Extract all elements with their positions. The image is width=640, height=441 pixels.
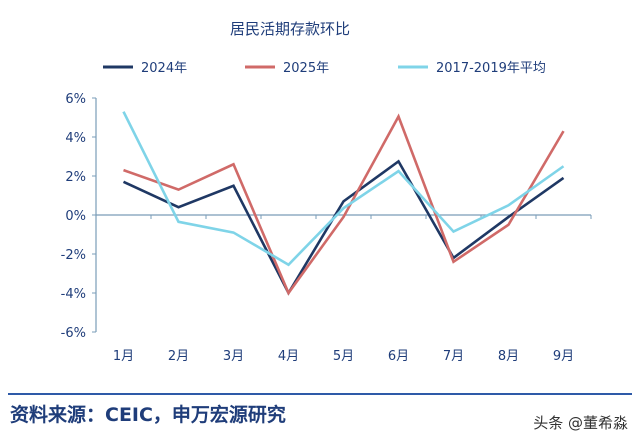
watermark: 头条 @董希淼 (533, 414, 628, 432)
x-tick-label: 1月 (113, 349, 134, 364)
divider (8, 393, 632, 395)
series-line-2017-2019年平均 (122, 111, 565, 267)
y-tick-label: 2% (65, 170, 86, 185)
line-chart: 居民活期存款环比 2024年 2025年 2017-2019年平均 6% 4% 2% 0%… (61, 20, 592, 364)
legend-label: 2024年 (141, 61, 187, 76)
series-line-2024年 (122, 159, 565, 296)
x-tick-label: 6月 (388, 349, 409, 364)
x-tick-label: 7月 (443, 349, 464, 364)
x-tick-label: 5月 (333, 349, 354, 364)
y-tick-label: -6% (61, 326, 86, 341)
y-tick-label: 4% (65, 131, 86, 146)
source-note: 资料来源：CEIC，申万宏源研究 (10, 404, 286, 426)
x-tick-label: 4月 (278, 349, 299, 364)
series-lines (122, 111, 565, 296)
x-tick-label: 9月 (553, 349, 574, 364)
axes: 6% 4% 2% 0% -2% -4% -6% 1月 2月 3月 4月 5月 6月 7月 8月 9月 (61, 92, 592, 364)
x-tick-label: 3月 (223, 349, 244, 364)
x-tick-label: 2月 (168, 349, 189, 364)
y-tick-label: -4% (61, 287, 86, 302)
x-tick-label: 8月 (498, 349, 519, 364)
y-tick-label: 6% (65, 92, 86, 107)
legend: 2024年 2025年 2017-2019年平均 (103, 61, 546, 76)
y-tick-label: -2% (61, 248, 86, 263)
series-line-2025年 (123, 113, 565, 296)
legend-label: 2017-2019年平均 (436, 61, 546, 76)
y-tick-label: 0% (65, 209, 86, 224)
legend-label: 2025年 (283, 61, 329, 76)
chart-title: 居民活期存款环比 (230, 20, 350, 38)
